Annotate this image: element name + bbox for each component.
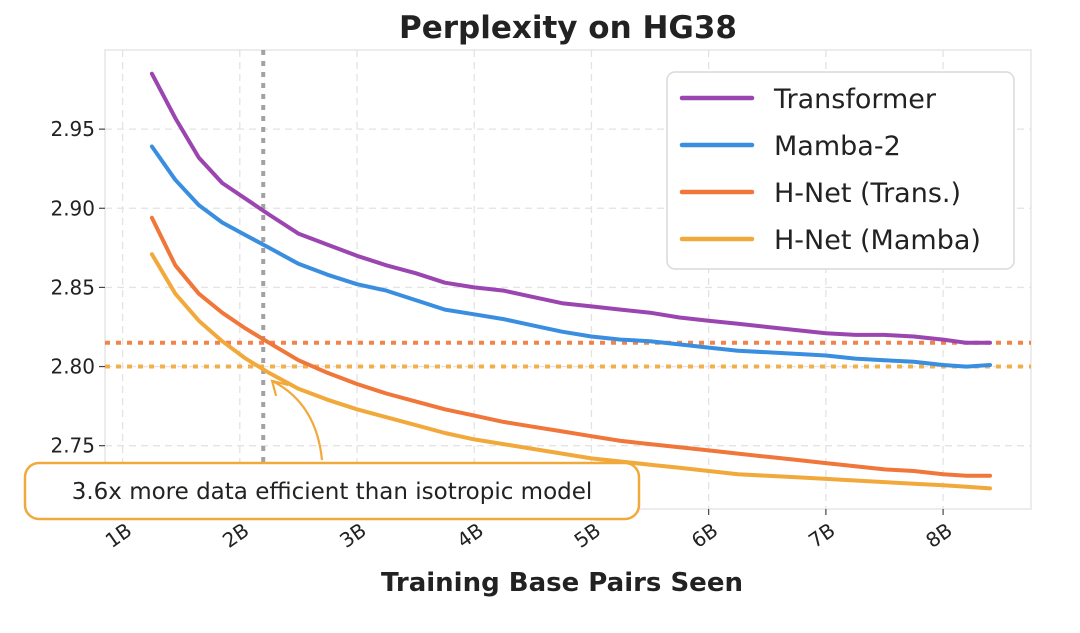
- annotation-arrow: [271, 379, 324, 461]
- x-tick-label: 2B: [218, 518, 253, 553]
- series-lines: [149, 71, 992, 491]
- legend-label: Transformer: [773, 84, 937, 115]
- annotation-box: [23, 461, 641, 521]
- x-tick-label: 6B: [687, 518, 722, 553]
- series-line-mamba-2: [149, 144, 992, 369]
- annotation-arrowhead: [270, 379, 289, 397]
- annotation: 3.6x more data efficient than isotropic …: [23, 379, 641, 521]
- legend-label: H-Net (Mamba): [774, 225, 981, 256]
- x-tick-label: 8B: [921, 518, 956, 553]
- legend-label: H-Net (Trans.): [774, 178, 961, 209]
- y-tick-label: 2.80: [50, 355, 95, 379]
- x-tick-label: 5B: [570, 518, 605, 553]
- y-tick-label: 2.90: [50, 196, 95, 220]
- y-tick-label: 2.95: [50, 117, 95, 141]
- legend-label: Mamba-2: [774, 131, 901, 162]
- x-tick-label: 4B: [452, 518, 487, 553]
- x-tick-label: 1B: [101, 518, 136, 553]
- x-tick-label: 3B: [335, 518, 370, 553]
- x-axis-title: Training Base Pairs Seen: [381, 568, 743, 598]
- legend-box: [666, 71, 1015, 270]
- x-tick-label: 7B: [804, 518, 839, 553]
- series-line-h-net-trans: [149, 215, 992, 478]
- chart-title: Perplexity on HG38: [399, 10, 737, 46]
- series-line-transformer: [149, 71, 992, 345]
- y-axis: 2.75 2.80 2.85 2.90 2.95: [50, 117, 105, 458]
- series-line-h-net-mamba: [149, 252, 992, 491]
- y-tick-label: 2.75: [50, 434, 95, 458]
- annotation-text: 3.6x more data efficient than isotropic …: [72, 479, 593, 505]
- legend: Transformer Mamba-2 H-Net (Trans.) H-Net (M…: [666, 71, 1015, 270]
- y-tick-label: 2.85: [50, 275, 95, 299]
